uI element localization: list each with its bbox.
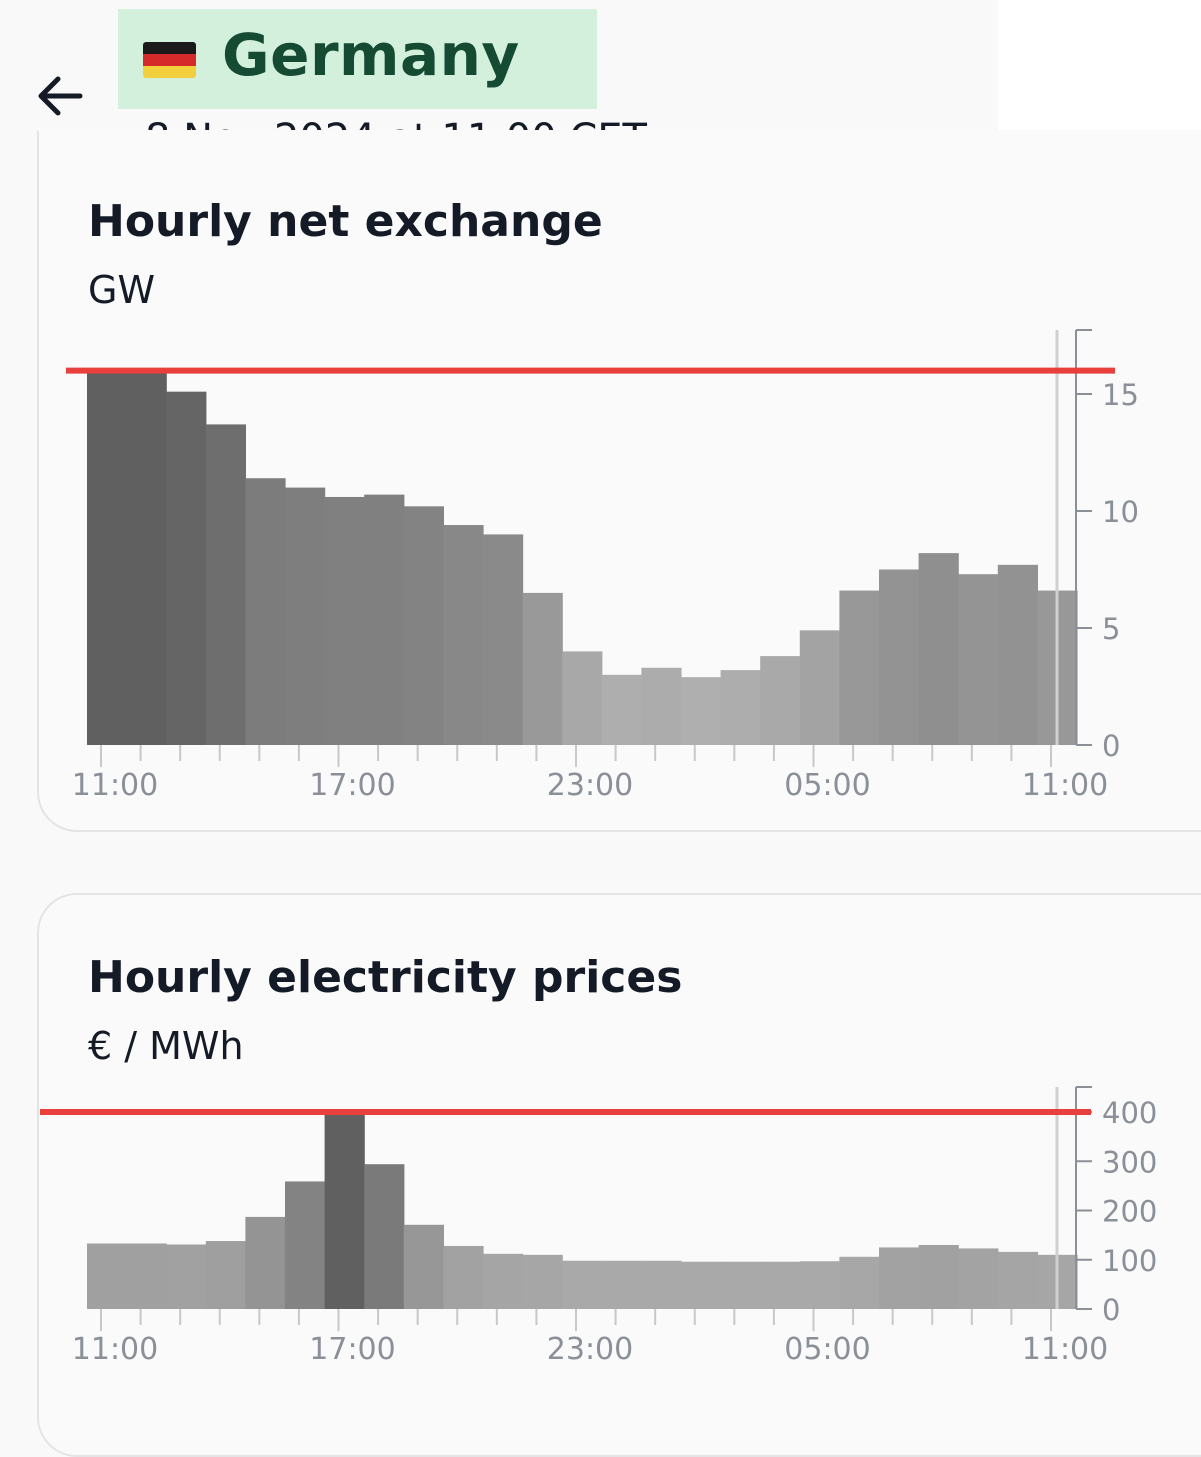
- bar-9: [443, 525, 484, 745]
- bar-22: [958, 574, 999, 745]
- germany-flag-icon: [143, 42, 196, 78]
- electricity-prices-chart: 11:00 17:00 23:00 05:00 11:00 0 100 200 300 400: [40, 1086, 1157, 1367]
- bar-11: [522, 592, 563, 745]
- bar-12: [562, 1260, 603, 1309]
- bar-6: [324, 496, 365, 745]
- bar-11: [522, 1254, 563, 1309]
- back-button[interactable]: [30, 66, 90, 126]
- y-tick-label-2: 10: [1102, 495, 1139, 529]
- bar-4: [245, 1216, 286, 1309]
- prices-title: Hourly electricity prices: [88, 952, 683, 1003]
- bar-9: [443, 1245, 484, 1309]
- bar-8: [403, 1224, 444, 1309]
- x-tick-label-3: 05:00: [784, 768, 870, 803]
- y-tick-label-3: 15: [1102, 378, 1139, 412]
- net-exchange-title: Hourly net exchange: [88, 196, 603, 247]
- bar-1: [126, 372, 167, 745]
- y-tick-label-2: 200: [1102, 1195, 1157, 1229]
- x-tick-label-0: 11:00: [72, 1332, 158, 1367]
- x-tick-label-4: 11:00: [1022, 768, 1108, 803]
- x-tick-label-0: 11:00: [72, 768, 158, 803]
- bar-2: [166, 391, 207, 745]
- bar-0: [87, 1243, 128, 1309]
- bar-4: [245, 478, 286, 745]
- bar-20: [879, 569, 920, 745]
- bar-17: [760, 1261, 801, 1309]
- bar-18: [799, 630, 840, 745]
- bar-10: [483, 534, 524, 745]
- bar-7: [364, 494, 405, 745]
- bar-21: [918, 1244, 959, 1309]
- country-name: Germany: [222, 21, 520, 89]
- bar-3: [205, 424, 246, 745]
- y-tick-label-1: 5: [1102, 612, 1120, 646]
- x-tick-label-2: 23:00: [547, 1332, 633, 1367]
- bar-3: [205, 1241, 246, 1309]
- bar-17: [760, 656, 801, 745]
- bar-14: [641, 1260, 682, 1309]
- flag-stripe-black: [143, 42, 196, 54]
- bar-20: [879, 1247, 920, 1309]
- x-tick-label-3: 05:00: [784, 1332, 870, 1367]
- bar-23: [997, 1251, 1038, 1309]
- bar-15: [681, 677, 722, 745]
- bar-7: [364, 1164, 405, 1309]
- bar-8: [403, 506, 444, 745]
- flag-stripe-gold: [143, 66, 196, 78]
- x-tick-label-1: 17:00: [309, 1332, 395, 1367]
- bar-15: [681, 1261, 722, 1309]
- y-tick-label-0: 0: [1102, 729, 1120, 763]
- bar-1: [126, 1243, 167, 1309]
- bar-13: [601, 674, 642, 745]
- net-exchange-chart: 11:00 17:00 23:00 05:00 11:00 0 5 10 15: [66, 329, 1139, 803]
- y-tick-label-3: 300: [1102, 1145, 1157, 1179]
- bar-16: [720, 1261, 761, 1309]
- x-tick-label-2: 23:00: [547, 768, 633, 803]
- bar-23: [997, 564, 1038, 745]
- net-exchange-unit: GW: [88, 268, 156, 312]
- electricity-prices-card: [37, 893, 1201, 1457]
- bar-6: [324, 1109, 365, 1309]
- bar-14: [641, 667, 682, 745]
- bar-5: [285, 1181, 326, 1309]
- bar-12: [562, 651, 603, 745]
- bar-19: [839, 1256, 880, 1309]
- bar-5: [285, 487, 326, 745]
- bar-13: [601, 1260, 642, 1309]
- bar-0: [87, 372, 128, 745]
- bar-10: [483, 1253, 524, 1309]
- bar-16: [720, 670, 761, 745]
- bar-2: [166, 1244, 207, 1309]
- bar-19: [839, 590, 880, 745]
- bar-21: [918, 553, 959, 745]
- y-tick-label-1: 100: [1102, 1244, 1157, 1278]
- y-tick-label-4: 400: [1102, 1096, 1157, 1130]
- x-tick-label-4: 11:00: [1022, 1332, 1108, 1367]
- y-tick-label-0: 0: [1102, 1293, 1120, 1327]
- flag-stripe-red: [143, 54, 196, 66]
- country-header: Germany: [118, 9, 597, 109]
- bar-22: [958, 1248, 999, 1309]
- prices-unit: € / MWh: [88, 1024, 244, 1068]
- x-tick-label-1: 17:00: [309, 768, 395, 803]
- bar-18: [799, 1261, 840, 1309]
- arrow-left-icon: [38, 76, 83, 116]
